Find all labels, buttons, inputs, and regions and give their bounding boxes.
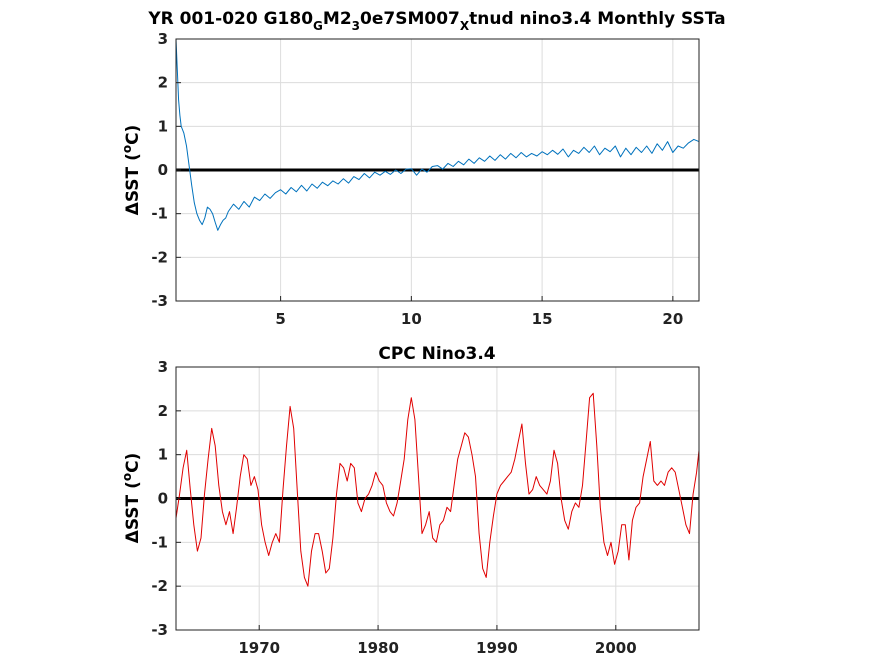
chart-2-ylabel: ΔSST (oC) xyxy=(120,453,143,544)
chart-2-title: CPC Nino3.4 xyxy=(378,344,495,364)
y-tick-label: 3 xyxy=(158,358,168,376)
chart-2-axes: 1970 1980 1990 2000 -3 -2 -1 0 1 2 3 xyxy=(151,358,700,656)
x-tick-label: 5 xyxy=(275,310,285,328)
chart-1-title: YR 001-020 G180GM230e7SM007Xtnud nino3.4… xyxy=(147,9,725,33)
y-tick-label: 1 xyxy=(158,117,168,135)
x-tick-label: 10 xyxy=(401,310,422,328)
series-line xyxy=(175,392,700,587)
chart-1-axes: 5 10 15 20 -3 -2 -1 0 1 2 3 xyxy=(151,30,700,328)
x-tick-label: 1990 xyxy=(476,639,518,656)
y-tick-label: 0 xyxy=(158,161,168,179)
y-tick-label: -3 xyxy=(151,292,168,310)
y-tick-label: 0 xyxy=(158,490,168,508)
y-tick-label: 2 xyxy=(158,74,168,92)
x-tick-label: 1970 xyxy=(238,639,280,656)
y-tick-label: -3 xyxy=(151,621,168,639)
y-tick-label: -1 xyxy=(151,205,168,223)
x-tick-label: 2000 xyxy=(595,639,637,656)
y-tick-label: 3 xyxy=(158,30,168,48)
x-tick-label: 1980 xyxy=(357,639,399,656)
series-line xyxy=(175,38,700,231)
y-tick-label: 1 xyxy=(158,446,168,464)
x-tick-label: 20 xyxy=(662,310,683,328)
chart-1-ylabel: ΔSST (oC) xyxy=(120,125,143,216)
y-tick-label: -1 xyxy=(151,533,168,551)
y-tick-label: -2 xyxy=(151,248,168,266)
y-tick-label: 2 xyxy=(158,402,168,420)
y-tick-label: -2 xyxy=(151,577,168,595)
x-tick-label: 15 xyxy=(532,310,553,328)
